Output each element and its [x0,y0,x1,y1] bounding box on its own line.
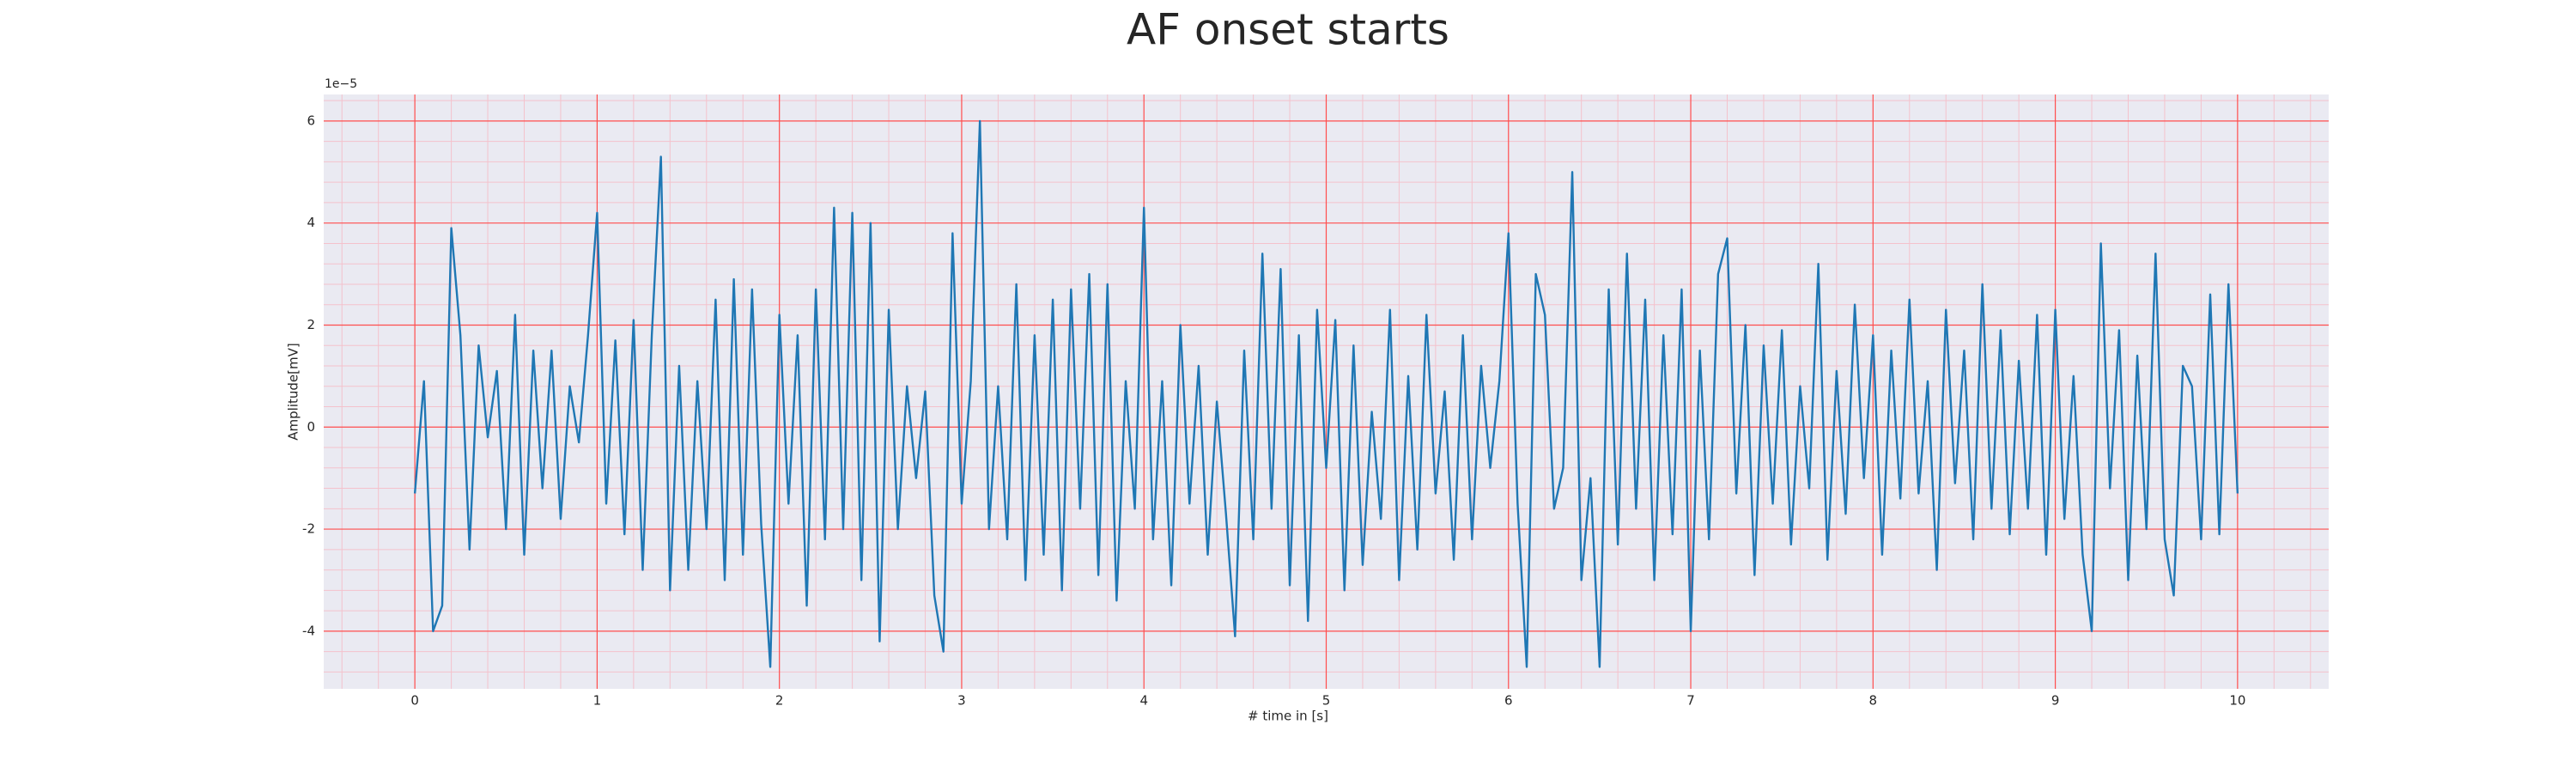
x-tick-label: 2 [775,693,784,709]
y-tick-label: 6 [307,113,315,128]
y-tick-label: 2 [307,317,315,332]
y-tick-label: 0 [307,419,315,435]
y-tick-label: -2 [302,521,315,537]
x-tick-label: 8 [1869,693,1878,709]
x-tick-label: 10 [2229,693,2245,709]
signal-line [413,119,2239,668]
y-tick-label: 4 [307,215,315,230]
x-tick-label: 4 [1139,693,1148,709]
y-offset-label: 1e−5 [325,77,357,91]
chart-title: AF onset starts [1127,5,1449,55]
y-tick-label: -4 [302,623,315,638]
x-axis-label: # time in [s] [1248,709,1328,724]
x-tick-label: 5 [1322,693,1331,709]
x-tick-label: 6 [1504,693,1513,709]
x-tick-label: 1 [593,693,602,709]
x-tick-label: 0 [410,693,419,709]
x-tick-label: 9 [2051,693,2060,709]
y-axis-label: Amplitude[mV] [286,343,301,440]
x-tick-label: 7 [1686,693,1695,709]
x-tick-label: 3 [957,693,966,709]
